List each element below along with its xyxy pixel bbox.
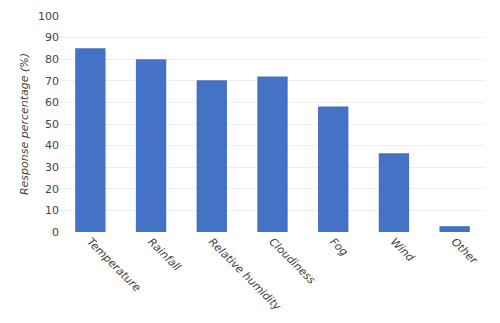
- svg-text:90: 90: [45, 31, 59, 44]
- svg-text:20: 20: [45, 183, 59, 196]
- svg-text:Other: Other: [449, 235, 481, 267]
- svg-text:0: 0: [52, 226, 59, 239]
- svg-text:80: 80: [45, 53, 59, 66]
- svg-text:10: 10: [45, 204, 59, 217]
- svg-text:40: 40: [45, 139, 59, 152]
- svg-text:Temperature: Temperature: [84, 235, 143, 294]
- svg-text:Response percentage (%): Response percentage (%): [18, 53, 31, 195]
- svg-text:50: 50: [45, 118, 59, 131]
- svg-text:100: 100: [38, 10, 59, 23]
- svg-text:Cloudiness: Cloudiness: [266, 235, 318, 287]
- svg-text:30: 30: [45, 161, 59, 174]
- svg-text:70: 70: [45, 75, 59, 88]
- svg-text:Fog: Fog: [327, 235, 350, 258]
- svg-text:Wind: Wind: [388, 235, 418, 265]
- svg-text:Rainfall: Rainfall: [145, 235, 183, 273]
- svg-text:60: 60: [45, 96, 59, 109]
- svg-text:Relative humidity: Relative humidity: [206, 235, 284, 313]
